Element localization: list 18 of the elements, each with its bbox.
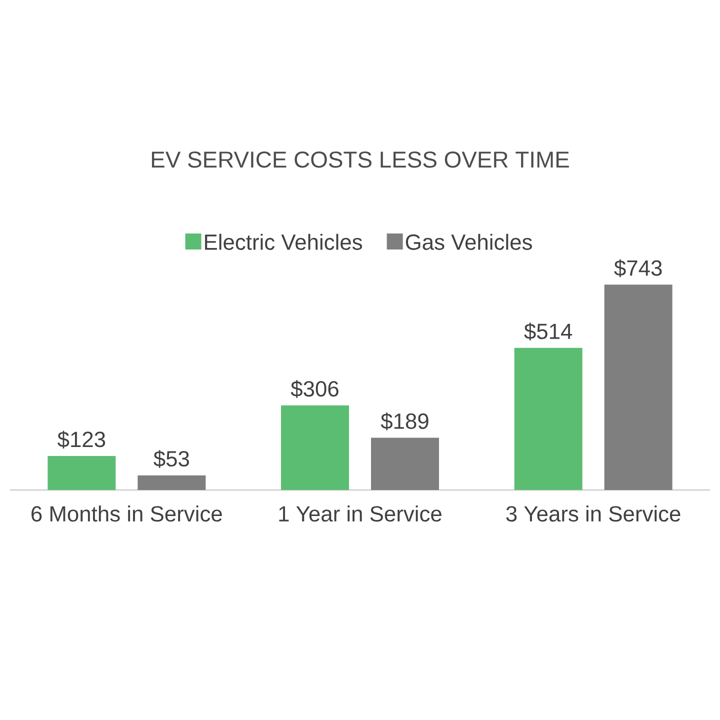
data-label: $53 xyxy=(154,450,189,468)
bar xyxy=(371,438,440,490)
data-label: $514 xyxy=(524,322,572,340)
bar xyxy=(138,475,206,490)
bar xyxy=(514,348,582,490)
bar xyxy=(48,456,116,490)
data-label: $123 xyxy=(58,430,106,448)
bar xyxy=(281,405,350,490)
chart-title: EV SERVICE COSTS LESS OVER TIME xyxy=(152,151,569,168)
data-label: $743 xyxy=(614,259,662,278)
data-label: $189 xyxy=(380,412,428,430)
legend-label: Gas Vehicles xyxy=(406,234,532,250)
x-tick-label: 1 Year in Service xyxy=(279,506,442,522)
legend-label: Electric Vehicles xyxy=(205,234,362,250)
bar xyxy=(604,284,672,490)
data-label: $306 xyxy=(290,380,338,398)
x-tick-label: 6 Months in Service xyxy=(32,506,222,522)
x-tick-label: 3 Years in Service xyxy=(506,506,680,522)
